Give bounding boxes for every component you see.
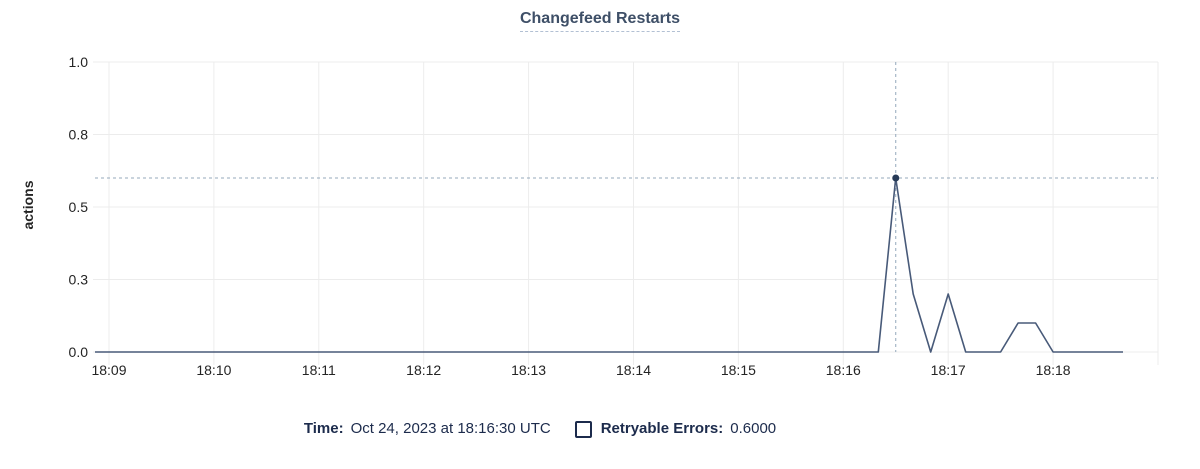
legend-series-label: Retryable Errors: (600, 420, 724, 437)
y-tick-label: 0.5 (69, 199, 89, 215)
legend-time-label: Time: (303, 420, 344, 437)
x-tick-label: 18:12 (406, 362, 441, 378)
chart-title-row: Changefeed Restarts (0, 10, 1200, 32)
x-tick-label: 18:09 (91, 362, 126, 378)
retryable-errors-checkbox[interactable] (574, 420, 592, 438)
x-tick-label: 18:15 (721, 362, 756, 378)
y-tick-label: 0.0 (69, 344, 89, 360)
y-axis-label: actions (20, 180, 36, 229)
chart-title[interactable]: Changefeed Restarts (519, 10, 681, 32)
legend-time-value: Oct 24, 2023 at 18:16:30 UTC (350, 420, 551, 437)
chart-legend-items: Time: Oct 24, 2023 at 18:16:30 UTC Retry… (304, 419, 776, 439)
x-tick-label: 18:14 (616, 362, 651, 378)
legend-time: Time: Oct 24, 2023 at 18:16:30 UTC (304, 419, 551, 439)
y-tick-label: 1.0 (69, 54, 89, 70)
legend-series-value: 0.6000 (730, 420, 777, 437)
x-tick-label: 18:11 (302, 362, 336, 378)
legend-series-toggle[interactable]: Retryable Errors: 0.6000 (574, 419, 777, 439)
x-tick-label: 18:18 (1036, 362, 1071, 378)
y-tick-label: 0.8 (69, 127, 89, 143)
series-line-retryable-errors (95, 177, 1123, 353)
changefeed-restarts-line-chart[interactable]: 18:09 18:10 18:11 18:12 18:13 18:14 18:15 18:16… (0, 0, 1200, 400)
chart-legend: Time: Oct 24, 2023 at 18:16:30 UTC Retry… (0, 419, 1200, 439)
x-tick-label: 18:10 (196, 362, 231, 378)
y-tick-label: 0.3 (69, 272, 89, 288)
x-tick-label: 18:13 (511, 362, 546, 378)
x-tick-label: 18:17 (931, 362, 966, 378)
crosshair-point-dot (892, 174, 900, 182)
x-tick-label: 18:16 (826, 362, 861, 378)
